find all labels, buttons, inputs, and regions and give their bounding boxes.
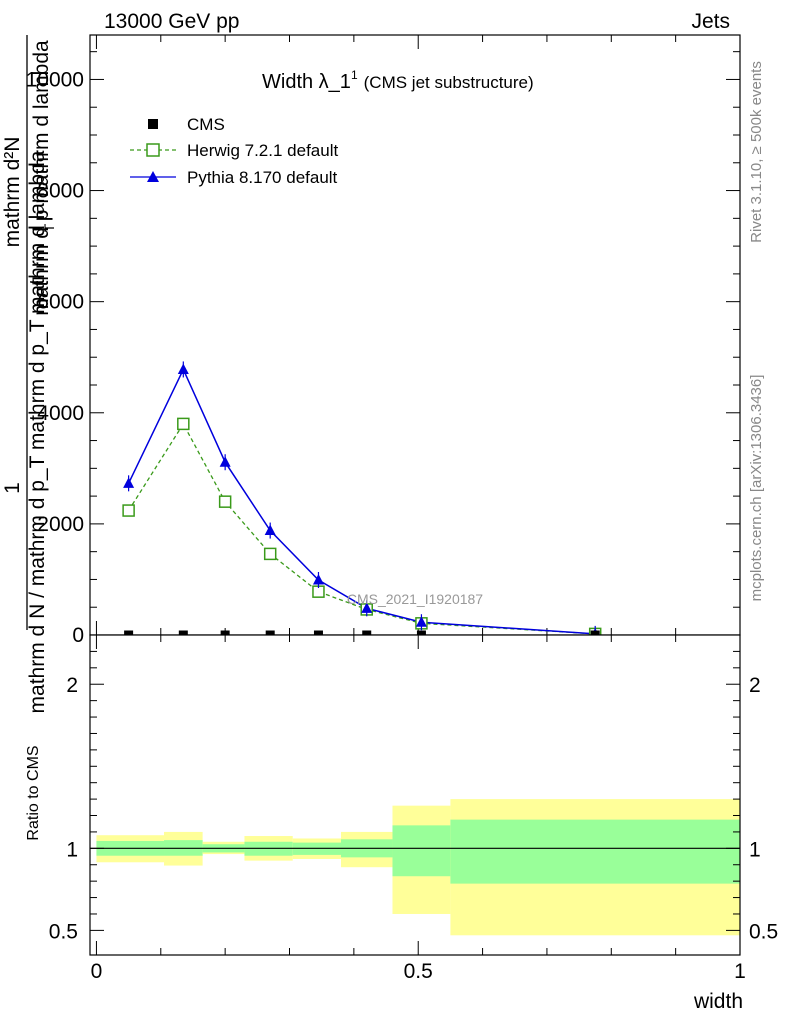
chart-title-sub: (CMS jet substructure): [364, 73, 534, 92]
main-panel-background: [90, 35, 740, 635]
category-label: Jets: [691, 10, 730, 33]
ratio-ytick-label-right: 0.5: [749, 920, 778, 943]
ratio-ylabel: Ratio to CMS: [25, 745, 42, 840]
herwig-point: [177, 417, 190, 431]
pythia-point: [361, 602, 373, 613]
ratio-bands-layer: [96, 799, 740, 936]
ratio-ytick-label: 2: [66, 674, 78, 697]
herwig-point: [263, 547, 277, 561]
ylabel-numerator: 1: [1, 482, 24, 494]
ratio-xtick-label: 0: [91, 960, 103, 983]
ratio-xtick-label: 0.5: [404, 960, 433, 983]
main-ytick-label: 8000: [37, 180, 84, 203]
herwig-point: [218, 495, 232, 508]
mcplots-label: mcplots.cern.ch [arXiv:1306.3436]: [748, 375, 765, 602]
main-ytick-label: 6000: [37, 291, 84, 314]
ratio-band-inner: [392, 825, 451, 877]
legend: CMS Herwig 7.2.1 default Pythia 8.170 de…: [130, 115, 338, 187]
legend-herwig-marker: [146, 143, 160, 157]
legend-pythia-marker: [147, 171, 159, 182]
pythia-point: [415, 616, 427, 627]
main-ytick-label: 4000: [37, 402, 84, 425]
legend-cms-label: CMS: [187, 115, 225, 134]
ratio-ytick-label: 0.5: [49, 920, 78, 943]
ylabel-line2: mathrm d p mathrm d lambda: [30, 40, 53, 316]
ylabel-denominator: mathrm d N / mathrm d p_T mathrm d p_T m…: [26, 150, 49, 713]
main-ytick-label: 10000: [26, 68, 84, 91]
ratio-xlabel: width: [693, 990, 743, 1013]
energy-label: 13000 GeV pp: [104, 10, 239, 33]
analysis-watermark: CMS_2021_I1920187: [347, 591, 483, 607]
ylabel-top: mathrm d²N: [1, 137, 24, 248]
pythia-point: [177, 363, 189, 374]
ratio-ytick-label-right: 2: [749, 674, 761, 697]
herwig-point: [122, 504, 135, 517]
legend-herwig-label: Herwig 7.2.1 default: [187, 141, 338, 160]
legend-pythia-label: Pythia 8.170 default: [187, 168, 338, 187]
pythia-point: [123, 477, 135, 488]
ylabel-sub: T: [41, 223, 57, 232]
pythia-series-line: [127, 367, 596, 635]
pythia-point: [312, 574, 324, 585]
ratio-xtick-label: 1: [734, 960, 746, 983]
chart-title-main: Width λ_1: [262, 71, 351, 93]
pythia-point: [264, 524, 276, 536]
ratio-band-inner: [450, 819, 740, 884]
rivet-label: Rivet 3.1.10, ≥ 500k events: [748, 61, 765, 243]
ratio-axis-ticks: 0.5 0.51 12 20 0.5 1: [49, 635, 778, 983]
ratio-ytick-label: 1: [66, 838, 78, 861]
chart-title-sup: 1: [351, 68, 358, 82]
pythia-point: [219, 456, 231, 467]
herwig-series-line: [128, 422, 596, 635]
main-ytick-label: 0: [72, 624, 84, 647]
ratio-panel-frame: [89, 634, 741, 956]
chart-title: Width λ_11 (CMS jet substructure): [262, 68, 534, 93]
main-ytick-label: 2000: [37, 513, 84, 536]
ratio-ytick-label-right: 1: [749, 838, 761, 861]
legend-cms-marker: [148, 119, 158, 129]
main-axis-ticks: 0 2000 4000 6000 8000 10000: [26, 35, 741, 647]
